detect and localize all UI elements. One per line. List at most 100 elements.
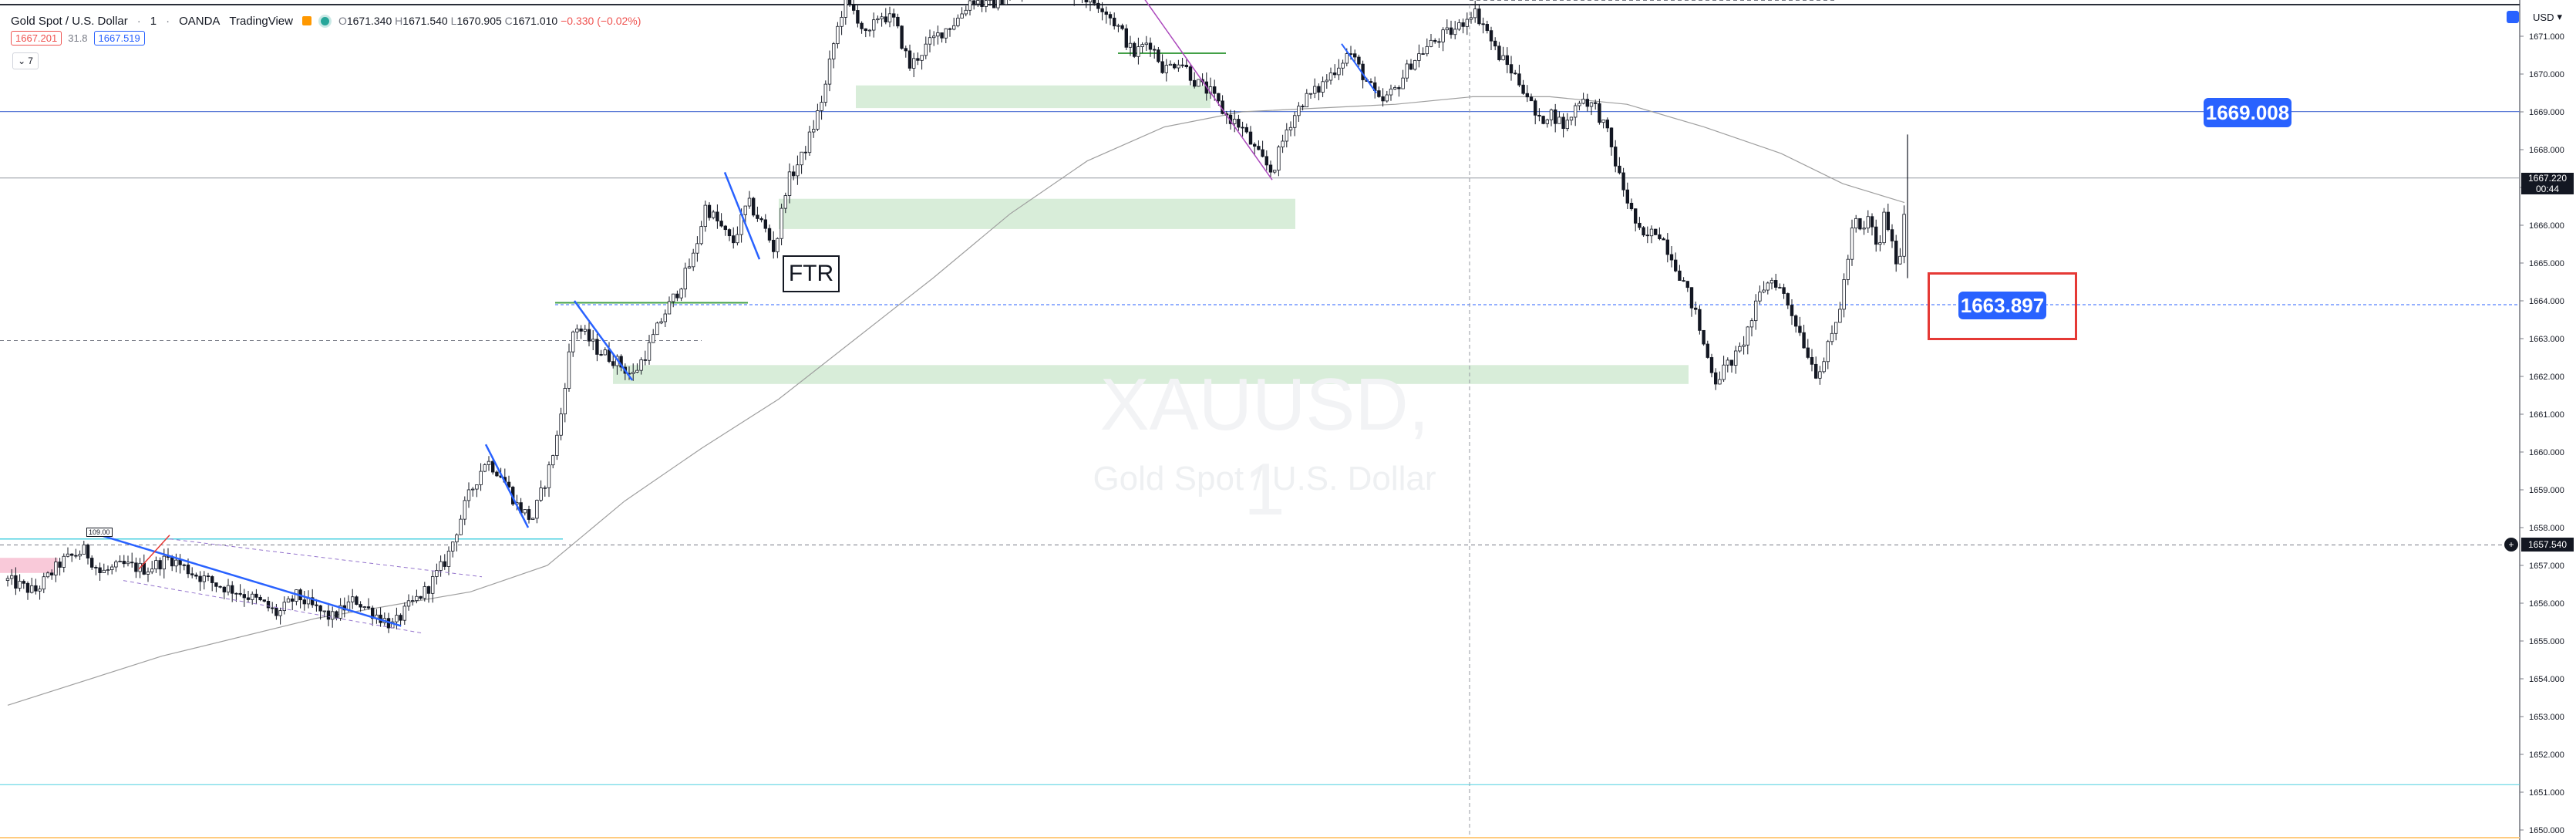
candle-body — [1233, 119, 1237, 124]
candle-body — [1405, 63, 1409, 79]
candle-body — [106, 569, 110, 572]
candle-body — [723, 225, 727, 231]
crosshair-plus-icon[interactable]: + — [2504, 538, 2518, 552]
candle-body — [652, 334, 655, 343]
candle-body — [350, 596, 355, 602]
candle-body — [198, 575, 202, 582]
level-label-1663[interactable]: 1663.897 — [1958, 292, 2046, 319]
candle-body — [1782, 287, 1786, 294]
candle-body — [1874, 226, 1878, 245]
candle-body — [836, 25, 840, 45]
candle-body — [1890, 229, 1894, 241]
buy-button[interactable]: 1667.519 — [93, 31, 145, 46]
highlight-rectangle[interactable] — [1928, 272, 2077, 340]
candle-body — [282, 602, 286, 612]
candle-body — [38, 589, 42, 592]
candle-body — [451, 541, 455, 552]
candle-body — [202, 575, 206, 582]
candle-body — [1104, 11, 1108, 15]
candle-body — [1285, 130, 1288, 142]
candle-body — [1525, 93, 1529, 98]
candle-body — [1682, 280, 1685, 282]
candle-body — [1642, 227, 1645, 236]
candle-body — [1133, 42, 1136, 57]
candle-body — [1706, 343, 1709, 358]
candle-body — [1096, 2, 1100, 9]
candle-body — [1273, 170, 1277, 173]
candle-body — [984, 0, 988, 7]
candle-body — [250, 593, 254, 600]
candle-body — [672, 293, 675, 302]
candle-body — [1613, 147, 1618, 167]
candle-body — [1261, 149, 1264, 157]
candle-body — [426, 586, 431, 594]
candle-body — [226, 585, 231, 592]
candle-body — [1277, 147, 1281, 171]
impulse-leg — [484, 444, 530, 528]
candle-body — [359, 604, 362, 608]
candle-body — [856, 10, 860, 24]
candle-body — [1288, 127, 1293, 130]
candle-body — [126, 562, 130, 565]
candle-body — [571, 331, 575, 353]
trendline — [99, 534, 402, 627]
candle-body — [1136, 46, 1140, 57]
candle-body — [1826, 341, 1830, 363]
candle-body — [186, 564, 190, 575]
candle-body — [315, 604, 318, 606]
candle-body — [1842, 279, 1846, 310]
candle-body — [1589, 102, 1594, 107]
level-label-1669[interactable]: 1669.008 — [2204, 98, 2291, 127]
ftr-label[interactable]: FTR — [783, 255, 840, 292]
separator: · — [136, 14, 141, 28]
candle-body — [1497, 46, 1501, 60]
candle-body — [827, 59, 832, 85]
candle-body — [847, 0, 852, 5]
candle-body — [431, 576, 435, 594]
candle-body — [74, 555, 78, 557]
symbol-description[interactable]: Gold Spot / U.S. Dollar — [11, 14, 128, 28]
candle-body — [1328, 73, 1333, 81]
indicator-count: 7 — [28, 56, 33, 66]
candle-body — [1417, 53, 1421, 61]
candle-body — [780, 207, 783, 239]
candle-body — [583, 329, 587, 332]
candle-body — [338, 605, 342, 619]
candle-body — [18, 581, 22, 589]
candle-body — [66, 553, 70, 557]
candle-body — [1746, 326, 1749, 346]
candle-body — [170, 557, 174, 567]
candle-body — [406, 600, 411, 607]
candle-body — [1168, 63, 1173, 66]
price-scale-settings-icon[interactable] — [2507, 11, 2520, 23]
candle-body — [964, 9, 968, 15]
legend-bar[interactable]: Gold Spot / U.S. Dollar · 1 · OANDA Trad… — [11, 12, 641, 29]
candle-body — [190, 573, 194, 575]
candle-body — [1164, 65, 1168, 73]
candle-body — [887, 13, 892, 22]
candle-body — [1345, 53, 1349, 64]
interval[interactable]: 1 — [150, 14, 157, 28]
candle-body — [900, 25, 904, 49]
candle-body — [599, 354, 603, 356]
indicators-toggle-button[interactable]: ⌄ 7 — [12, 52, 39, 69]
candle-body — [692, 252, 695, 268]
candle-body — [1004, 0, 1008, 5]
sell-button[interactable]: 1667.201 — [11, 31, 62, 46]
candle-body — [796, 164, 800, 177]
ohlc-change: −0.330 (−0.02%) — [561, 15, 641, 27]
candle-body — [812, 129, 816, 133]
candle-body — [402, 606, 406, 621]
candle-body — [50, 572, 54, 575]
candle-body — [880, 16, 884, 19]
y-tick-label: 1670.000 — [2529, 70, 2564, 79]
candle-body — [1693, 307, 1698, 310]
candle-body — [1549, 109, 1554, 120]
candle-body — [695, 243, 699, 254]
currency-selector[interactable]: USD ▾ — [2507, 11, 2562, 23]
candle-body — [411, 600, 415, 602]
candle-body — [1565, 120, 1569, 130]
candle-body — [832, 43, 836, 59]
